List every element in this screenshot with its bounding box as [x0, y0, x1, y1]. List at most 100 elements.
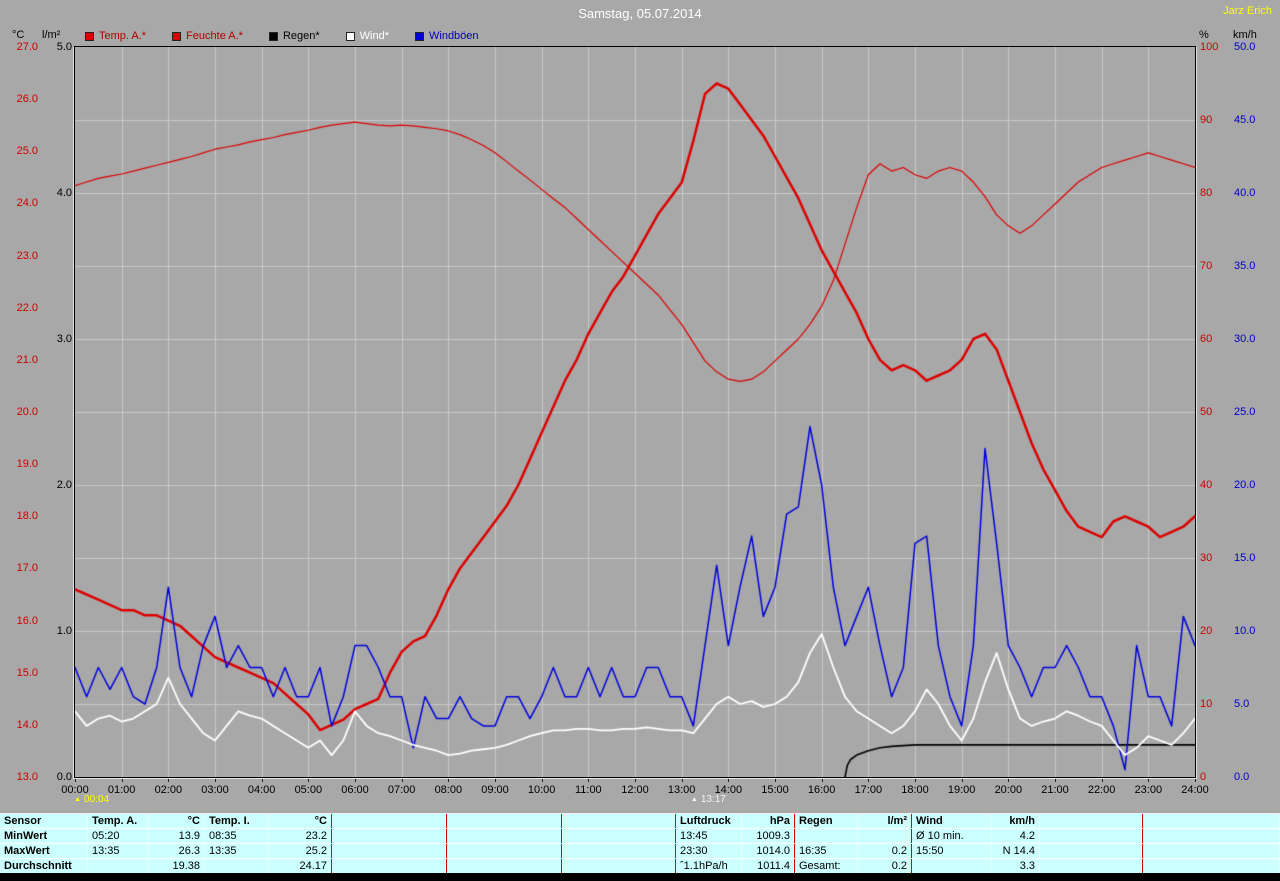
temp-axis-tick: 16.0: [16, 614, 38, 627]
table-header-cell: °C: [148, 814, 205, 828]
table-cell: 0.2: [858, 859, 912, 874]
time-marker: ▲ 00:04: [74, 794, 109, 805]
table-cell: 08:35: [205, 829, 268, 843]
x-axis-tick: 03:00: [201, 784, 229, 796]
marker-triangle-icon: ▲: [74, 795, 82, 803]
x-axis-tick: 16:00: [807, 784, 836, 796]
humidity-axis-tick: 100: [1200, 41, 1219, 53]
temp-axis-tick: 13.0: [16, 771, 38, 783]
table-cell: [332, 844, 447, 858]
chart-plot-area: [74, 46, 1196, 778]
legend-item: Regen*: [268, 30, 320, 42]
table-cell: [332, 829, 447, 843]
table-cell: [332, 814, 447, 828]
x-axis-tick: 02:00: [154, 784, 183, 796]
x-axis-tickmark: [1055, 779, 1056, 782]
x-axis-tick: 08:00: [434, 784, 463, 796]
rain-axis-tick: 0.0: [56, 771, 72, 783]
x-axis-tick: 21:00: [1041, 784, 1069, 796]
x-axis-tickmark: [682, 779, 683, 782]
marker-triangle-icon: ▲: [690, 795, 698, 803]
legend-label: Wind*: [359, 30, 389, 42]
rain-axis-tick: 2.0: [56, 479, 72, 491]
table-cell: [1040, 829, 1143, 843]
temp-axis-tick: 18.0: [16, 510, 38, 523]
legend-item: Wind*: [345, 30, 389, 42]
table-cell: 13:35: [88, 844, 148, 858]
x-axis-tickmark: [822, 779, 823, 782]
table-header-cell: Temp. A.: [88, 814, 148, 828]
rain-axis-tick: 5.0: [56, 41, 72, 53]
marker-time: 00:04: [84, 794, 110, 805]
temp-axis-tick: 22.0: [16, 301, 38, 314]
rain-series-swatch-icon: [268, 31, 278, 41]
legend-label: Windböen: [429, 30, 479, 42]
x-axis-tick: 06:00: [341, 784, 369, 796]
table-row-maxwert: MaxWert 13:35 26.3 13:35 25.2 23:30 1014…: [0, 844, 1280, 859]
table-cell: [562, 829, 676, 843]
x-axis-tick: 12:00: [621, 784, 649, 796]
table-row-label: MaxWert: [0, 844, 88, 858]
chart-canvas: [75, 47, 1195, 777]
wind-axis-tick: 10.0: [1234, 625, 1256, 637]
table-cell: 23.2: [268, 829, 332, 843]
table-cell: [1040, 859, 1143, 874]
x-axis-tickmark: [75, 779, 76, 782]
table-cell: [88, 859, 148, 874]
table-cell: 0.2: [858, 844, 912, 858]
x-axis-tickmark: [1008, 779, 1009, 782]
wind-axis-tick: 15.0: [1234, 552, 1256, 564]
table-cell: [562, 859, 676, 874]
humidity-axis-tick: 50: [1200, 406, 1213, 418]
table-row-minwert: MinWert 05:20 13.9 08:35 23.2 13:45 1009…: [0, 829, 1280, 844]
x-axis-tick: 01:00: [107, 784, 136, 796]
table-cell: [1143, 859, 1280, 874]
table-header-cell: Regen: [795, 814, 858, 828]
table-cell: [332, 859, 447, 874]
table-cell: [795, 829, 858, 843]
table-cell: 24.17: [268, 859, 332, 874]
table-cell: 05:20: [88, 829, 148, 843]
gusts-series-swatch-icon: [415, 31, 424, 41]
time-marker: ▲ 13:17: [691, 794, 726, 805]
legend: Temp. A.* Feuchte A.* Regen* Wind* Windb…: [85, 29, 479, 43]
rain-axis-tick: 1.0: [56, 625, 72, 637]
x-axis-tick: 14:00: [714, 784, 743, 796]
humidity-axis-tick: 30: [1200, 552, 1213, 564]
temp-axis-tick: 24.0: [16, 197, 38, 210]
wind-axis-tick: 0.0: [1234, 771, 1250, 783]
table-cell: 1014.0: [742, 844, 795, 858]
table-header-row: Sensor Temp. A. °C Temp. I. °C Luftdruck…: [0, 814, 1280, 829]
humidity-axis-tick: 40: [1200, 479, 1213, 491]
x-axis-tick: 23:00: [1134, 784, 1163, 796]
temp-axis-tick: 27.0: [16, 41, 38, 53]
x-axis-tickmark: [495, 779, 496, 782]
marker-time: 13:17: [700, 794, 726, 805]
table-cell: [447, 859, 562, 874]
humidity-axis-tick: 10: [1200, 698, 1213, 710]
x-axis-tickmark: [448, 779, 449, 782]
table-cell: [1143, 814, 1280, 828]
wind-axis-tick: 45.0: [1234, 114, 1256, 126]
table-header-cell: l/m²: [858, 814, 912, 828]
wind-series-swatch-icon: [345, 31, 355, 41]
humidity-axis-unit: %: [1199, 29, 1209, 41]
legend-label: Regen*: [282, 30, 320, 42]
table-cell: 15:50: [912, 844, 992, 858]
temp-axis-tick: 23.0: [16, 249, 38, 262]
table-cell: [205, 859, 268, 874]
temp-axis-tick: 21.0: [16, 353, 38, 366]
temp-axis-tick: 20.0: [16, 406, 38, 418]
legend-item: Feuchte A.*: [172, 30, 243, 42]
wind-axis-unit: km/h: [1233, 29, 1257, 41]
x-axis-tickmark: [355, 779, 356, 782]
humidity-axis-tick: 20: [1200, 625, 1213, 637]
x-axis-tick: 17:00: [854, 784, 883, 796]
x-axis-tick: 20:00: [994, 784, 1023, 796]
wind-axis-tick: 20.0: [1234, 479, 1256, 491]
table-cell: N 14.4: [992, 844, 1040, 858]
legend-label: Feuchte A.*: [186, 30, 243, 42]
wind-axis-tick: 5.0: [1234, 698, 1250, 710]
temp-axis-tick: 26.0: [16, 93, 38, 106]
